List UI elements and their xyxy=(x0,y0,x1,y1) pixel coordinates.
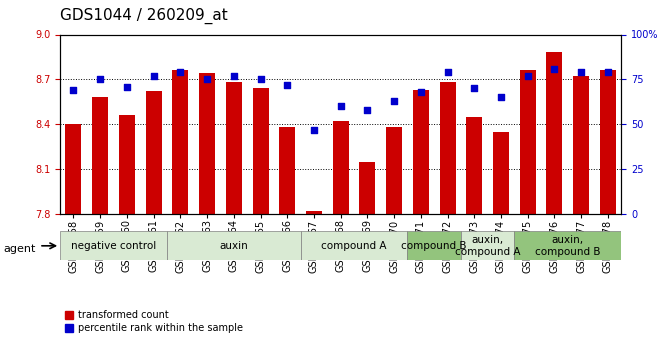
Bar xyxy=(600,70,616,214)
Point xyxy=(362,107,373,112)
Bar xyxy=(65,124,81,214)
Bar xyxy=(466,117,482,214)
Point xyxy=(175,69,186,75)
Bar xyxy=(359,161,375,214)
FancyBboxPatch shape xyxy=(514,231,621,260)
Bar xyxy=(333,121,349,214)
Point xyxy=(282,82,293,88)
Bar xyxy=(253,88,269,214)
Point xyxy=(442,69,453,75)
FancyBboxPatch shape xyxy=(167,231,301,260)
Bar xyxy=(92,97,108,214)
Point xyxy=(309,127,319,132)
Point xyxy=(148,73,159,79)
Bar xyxy=(146,91,162,214)
Text: auxin,
compound B: auxin, compound B xyxy=(535,235,601,257)
Text: GDS1044 / 260209_at: GDS1044 / 260209_at xyxy=(60,8,228,24)
Point xyxy=(202,77,212,82)
Point xyxy=(68,87,79,93)
Bar xyxy=(546,52,562,214)
Point xyxy=(549,66,560,71)
FancyBboxPatch shape xyxy=(301,231,407,260)
Point xyxy=(415,89,426,95)
FancyBboxPatch shape xyxy=(407,231,461,260)
Legend: transformed count, percentile rank within the sample: transformed count, percentile rank withi… xyxy=(65,310,242,333)
Bar xyxy=(306,211,322,214)
Text: compound A: compound A xyxy=(321,241,387,251)
Text: agent: agent xyxy=(3,244,35,254)
Point xyxy=(389,98,399,104)
Text: auxin: auxin xyxy=(219,241,248,251)
FancyBboxPatch shape xyxy=(461,231,514,260)
Bar xyxy=(279,127,295,214)
Point xyxy=(255,77,266,82)
Bar xyxy=(119,115,135,214)
Point xyxy=(122,84,132,89)
Bar xyxy=(386,127,402,214)
Bar xyxy=(172,70,188,214)
Point xyxy=(496,95,506,100)
Bar xyxy=(573,76,589,214)
Text: negative control: negative control xyxy=(71,241,156,251)
Bar xyxy=(199,73,215,214)
Bar xyxy=(493,132,509,214)
Bar xyxy=(413,90,429,214)
Point xyxy=(469,86,480,91)
Text: compound B: compound B xyxy=(401,241,467,251)
Bar xyxy=(440,82,456,214)
Point xyxy=(95,77,106,82)
FancyBboxPatch shape xyxy=(60,231,167,260)
Bar xyxy=(226,82,242,214)
Point xyxy=(228,73,239,79)
Point xyxy=(603,69,613,75)
Point xyxy=(522,73,533,79)
Text: auxin,
compound A: auxin, compound A xyxy=(455,235,520,257)
Point xyxy=(335,104,346,109)
Point xyxy=(576,69,587,75)
Bar xyxy=(520,70,536,214)
